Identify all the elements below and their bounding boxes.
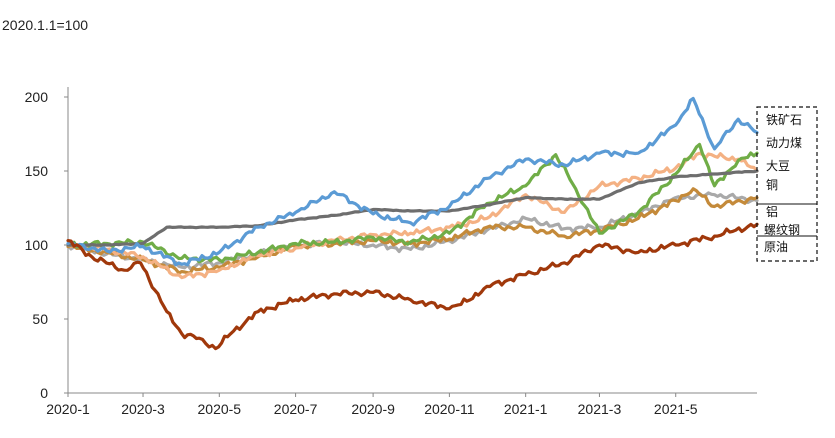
x-tick-label: 2021-5 [654,401,698,417]
legend-label: 原油 [764,240,788,254]
series-line-3 [66,169,759,247]
legend-label: 大豆 [766,159,790,173]
x-tick-label: 2020-11 [424,401,475,417]
x-tick-label: 2020-7 [274,401,318,417]
series-line-6 [66,222,759,351]
y-tick-label: 100 [25,237,49,253]
series-line-2 [66,142,759,264]
series-line-4 [66,191,759,271]
x-tick-label: 2020-5 [198,401,242,417]
legend-label: 螺纹钢 [764,223,800,237]
x-tick-label: 2021-1 [504,401,548,417]
legend-box [756,106,818,262]
chart-title: 2020.1.1=100 [2,17,88,33]
y-axis: 0 50 100 150 200 [25,87,69,401]
x-axis: 2020-1 2020-3 2020-5 2020-7 2020-9 2020-11 202… [46,392,757,417]
y-tick-label: 0 [40,385,48,401]
x-tick-label: 2020-1 [46,401,90,417]
x-tick-label: 2020-9 [351,401,395,417]
series-line-0 [66,96,759,267]
x-tick-label: 2020-3 [121,401,165,417]
legend-label: 铜 [766,177,778,192]
y-tick-label: 150 [25,163,49,179]
series-line-5 [66,187,759,275]
legend-label: 动力煤 [766,136,802,150]
legend-label: 铝 [766,204,778,219]
x-tick-label: 2021-3 [578,401,622,417]
series-line-1 [66,151,759,280]
series-lines [66,96,759,351]
legend-label: 铁矿石 [766,113,802,127]
y-tick-label: 50 [32,311,48,327]
y-tick-label: 200 [25,89,49,105]
